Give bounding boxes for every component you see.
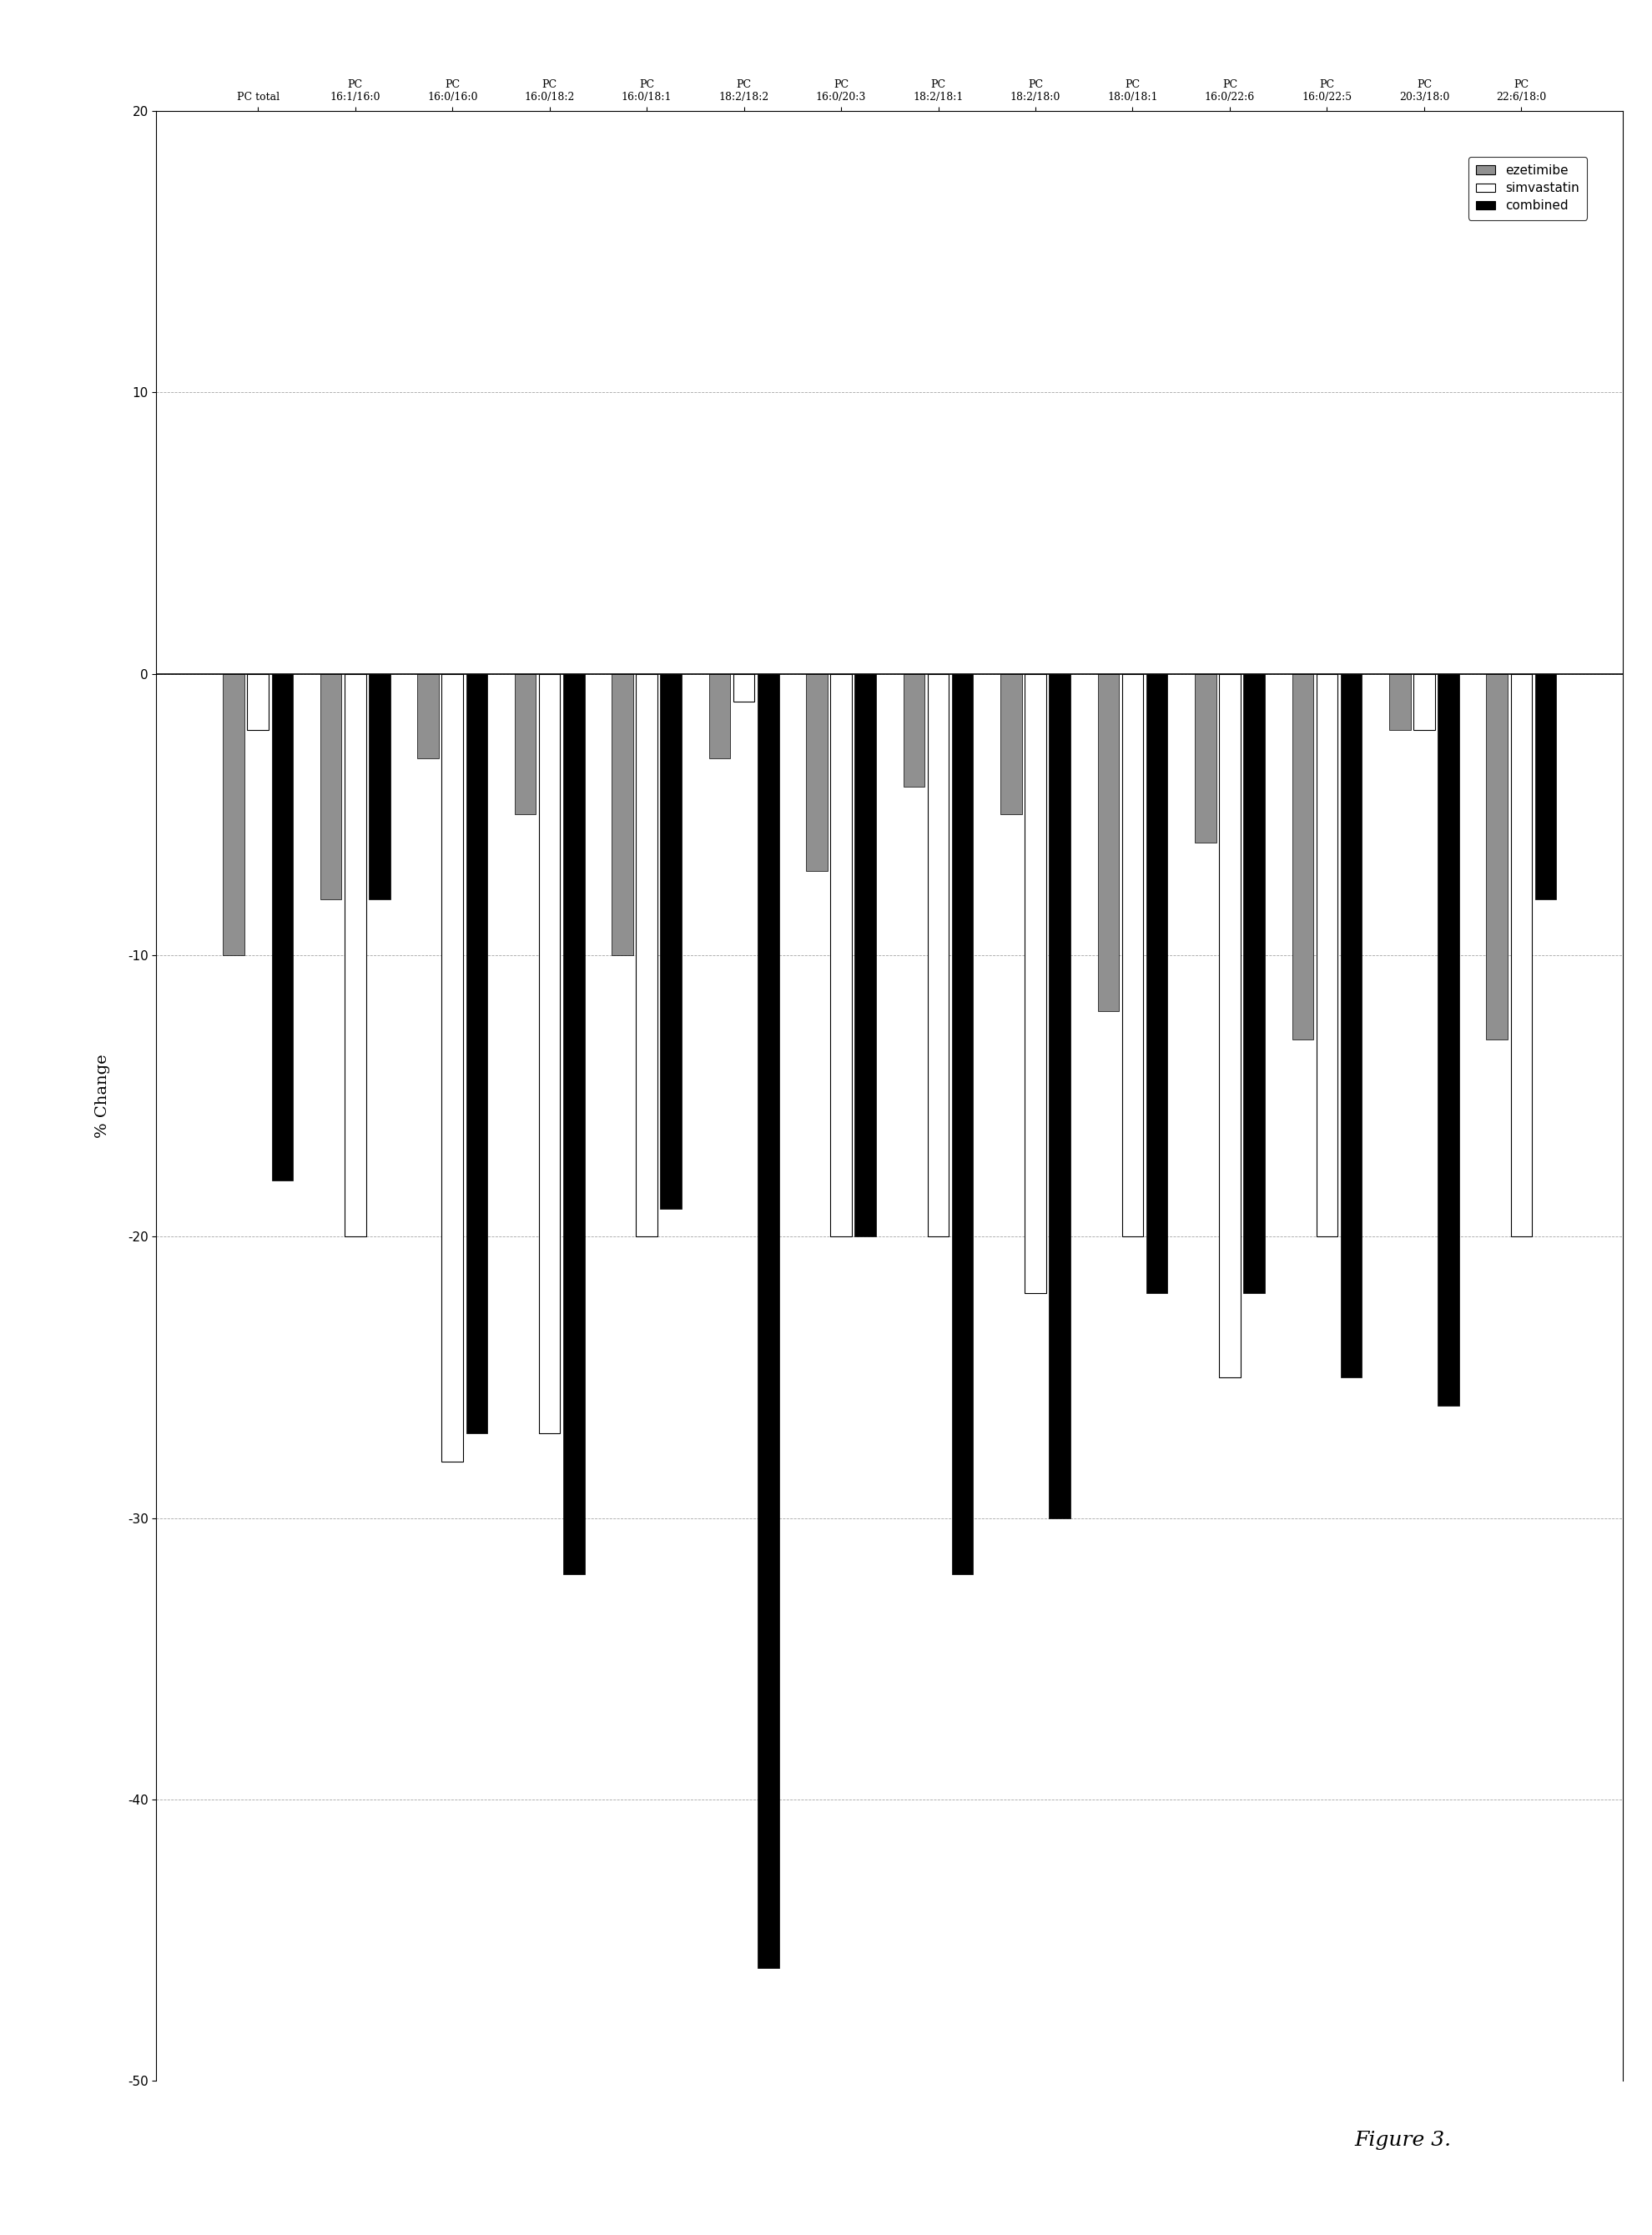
Bar xyxy=(636,673,657,1236)
Bar xyxy=(1437,673,1459,1406)
Bar xyxy=(320,673,342,898)
Bar xyxy=(1292,673,1313,1039)
Bar xyxy=(1317,673,1338,1236)
Bar xyxy=(758,673,778,1969)
Y-axis label: % Change: % Change xyxy=(96,1055,111,1138)
Bar xyxy=(1510,673,1531,1236)
Bar xyxy=(1024,673,1046,1292)
Bar xyxy=(1340,673,1361,1377)
Bar xyxy=(563,673,585,1573)
Bar xyxy=(1414,673,1436,731)
Bar xyxy=(1244,673,1265,1292)
Bar xyxy=(709,673,730,758)
Bar xyxy=(539,673,560,1433)
Bar xyxy=(1535,673,1556,898)
Bar xyxy=(661,673,682,1209)
Bar xyxy=(1219,673,1241,1377)
Bar xyxy=(904,673,925,787)
Bar xyxy=(1122,673,1143,1236)
Legend: ezetimibe, simvastatin, combined: ezetimibe, simvastatin, combined xyxy=(1469,156,1588,219)
Bar xyxy=(466,673,487,1433)
Bar xyxy=(441,673,463,1462)
Bar xyxy=(368,673,390,898)
Bar xyxy=(248,673,269,731)
Bar xyxy=(418,673,439,758)
Bar xyxy=(806,673,828,872)
Bar xyxy=(223,673,244,954)
Bar xyxy=(831,673,852,1236)
Bar xyxy=(733,673,755,702)
Bar xyxy=(927,673,948,1236)
Bar xyxy=(1097,673,1118,1012)
Bar xyxy=(1001,673,1023,814)
Bar xyxy=(1194,673,1216,843)
Text: Figure 3.: Figure 3. xyxy=(1355,2130,1452,2150)
Bar xyxy=(1389,673,1411,731)
Bar xyxy=(1487,673,1508,1039)
Bar xyxy=(514,673,535,814)
Bar xyxy=(1049,673,1070,1518)
Bar xyxy=(854,673,876,1236)
Bar xyxy=(952,673,973,1573)
Bar xyxy=(1146,673,1168,1292)
Bar xyxy=(611,673,633,954)
Bar xyxy=(271,673,292,1180)
Bar xyxy=(345,673,365,1236)
